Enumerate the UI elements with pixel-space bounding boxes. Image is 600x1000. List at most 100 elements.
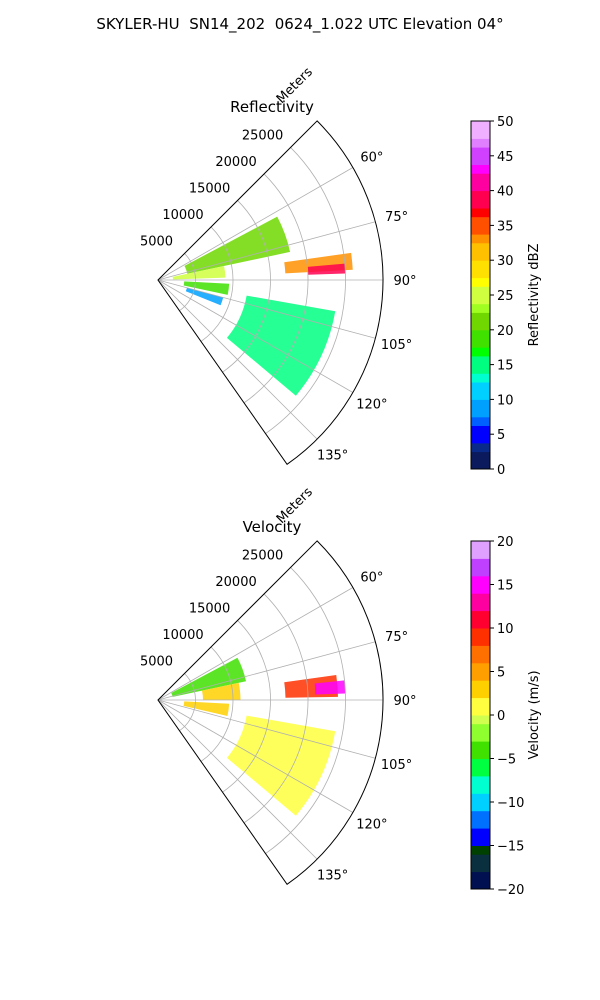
colorbar-band	[471, 802, 490, 812]
echo-cell	[184, 216, 291, 274]
azimuth-tick-label: 135°	[317, 449, 348, 464]
azimuth-tick-label: 75°	[385, 210, 408, 225]
range-tick-label: 25000	[242, 548, 283, 563]
azimuth-spoke	[157, 279, 376, 339]
colorbar-band	[471, 593, 490, 603]
colorbar-band	[471, 147, 490, 157]
colorbar-tick-label: 25	[497, 289, 514, 304]
colorbar-band	[471, 654, 490, 664]
range-tick-label: 15000	[189, 601, 230, 616]
echo-layer	[172, 216, 353, 396]
colorbar-band	[471, 741, 490, 751]
colorbar-tick-label: 35	[497, 219, 514, 234]
colorbar-band	[471, 181, 490, 192]
colorbar-band	[471, 399, 490, 409]
colorbar-tick-label: −5	[497, 753, 516, 768]
azimuth-spoke	[157, 641, 376, 701]
colorbar-band	[471, 723, 490, 733]
colorbar-band	[471, 460, 490, 470]
colorbar-tick-label: 5	[497, 428, 505, 443]
echo-cell	[307, 263, 346, 275]
velocity-panel: Velocity500010000150002000025000Meters60…	[140, 485, 542, 898]
colorbar-band	[471, 242, 490, 252]
range-ring	[200, 646, 234, 762]
colorbar-band	[471, 541, 490, 551]
sector-frame	[157, 120, 384, 466]
colorbar-band	[471, 121, 490, 131]
colorbar-tick-label: 0	[497, 709, 505, 724]
range-tick-label: 10000	[162, 208, 203, 223]
colorbar-band	[471, 775, 490, 786]
azimuth-tick-label: 60°	[360, 571, 383, 586]
colorbar-band	[471, 575, 490, 585]
colorbar-band	[471, 364, 490, 374]
colorbar-tick-label: 40	[497, 185, 514, 200]
colorbar-tick-label: 5	[497, 666, 505, 681]
azimuth-tick-label: 90°	[393, 694, 416, 709]
colorbar-band	[471, 810, 490, 820]
azimuth-spoke	[157, 279, 318, 440]
colorbar-band	[471, 312, 490, 322]
colorbar-tick-label: −10	[497, 796, 524, 811]
polar-grid	[157, 147, 383, 440]
colorbar-tick-label: 20	[497, 535, 514, 550]
echo-cell	[226, 715, 336, 816]
range-tick-label: 25000	[242, 128, 283, 143]
colorbar-tick-label: 10	[497, 393, 514, 408]
echo-cell	[226, 295, 336, 396]
colorbar-band	[471, 706, 490, 716]
polar-grid	[157, 567, 383, 860]
colorbar-band	[471, 251, 490, 261]
azimuth-tick-label: 105°	[381, 338, 412, 353]
colorbar-tick-label: 20	[497, 324, 514, 339]
colorbar-band	[471, 173, 490, 183]
azimuth-spoke	[157, 221, 376, 281]
range-tick-label: 5000	[140, 234, 173, 249]
colorbar-band	[471, 749, 490, 759]
colorbar-band	[471, 636, 490, 646]
colorbar-band	[471, 321, 490, 331]
colorbar-band	[471, 601, 490, 612]
colorbar-band	[471, 715, 490, 725]
colorbar-band	[471, 793, 490, 803]
colorbar-band	[471, 138, 490, 148]
range-tick-label: 20000	[215, 155, 256, 170]
colorbar-band	[471, 758, 490, 768]
reflectivity-panel: Reflectivity500010000150002000025000Mete…	[140, 65, 542, 478]
range-tick-label: 10000	[162, 628, 203, 643]
range-ring	[179, 253, 196, 312]
colorbar-band	[471, 208, 490, 218]
colorbar-tick-label: 15	[497, 579, 514, 594]
echo-cell	[172, 265, 226, 280]
azimuth-tick-label: 90°	[393, 274, 416, 289]
azimuth-tick-label: 105°	[381, 758, 412, 773]
colorbar-band	[471, 295, 490, 305]
colorbar-tick-label: 45	[497, 150, 514, 165]
colorbar-band	[471, 164, 490, 174]
colorbar-band	[471, 303, 490, 313]
colorbar: −20 −15 −10 −5 0 5 10 15 20 Velocity (m/s)	[470, 535, 542, 898]
azimuth-spoke	[157, 279, 354, 393]
colorbar-band	[471, 155, 490, 165]
colorbar-label: Reflectivity dBZ	[527, 244, 542, 347]
colorbar-band	[471, 129, 490, 139]
range-tick-label: 20000	[215, 575, 256, 590]
azimuth-tick-label: 120°	[356, 818, 387, 833]
azimuth-spoke	[157, 167, 354, 281]
echo-cell	[314, 680, 346, 695]
colorbar-tick-label: 10	[497, 622, 514, 637]
colorbar-band	[471, 697, 490, 707]
colorbar-band	[471, 628, 490, 638]
colorbar-tick-label: 50	[497, 115, 514, 130]
panel-title: Reflectivity	[230, 98, 314, 116]
colorbar-band	[471, 382, 490, 392]
colorbar-band	[471, 558, 490, 568]
colorbar-band	[471, 619, 490, 629]
range-ring	[243, 173, 309, 404]
colorbar-band	[471, 584, 490, 594]
colorbar-band	[471, 225, 490, 235]
colorbar-band	[471, 260, 490, 270]
colorbar-band	[471, 216, 490, 226]
colorbar-band	[471, 732, 490, 742]
